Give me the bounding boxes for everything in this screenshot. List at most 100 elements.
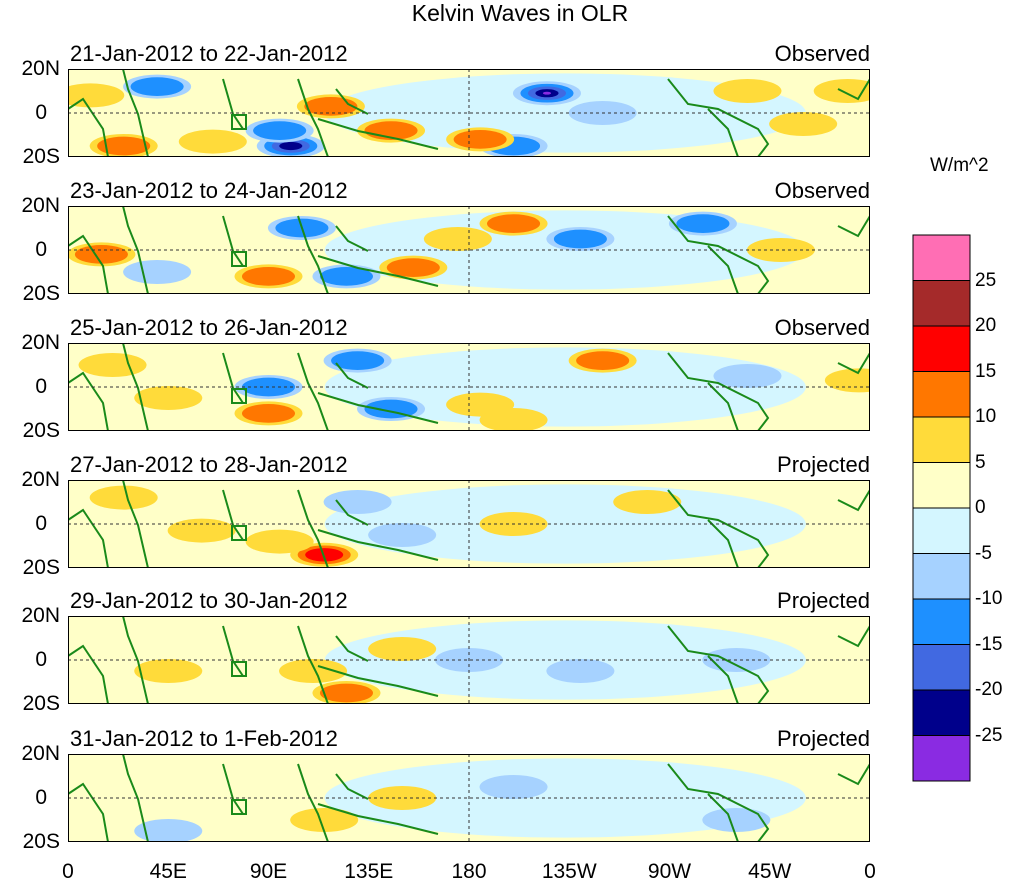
coastline bbox=[837, 625, 870, 648]
lat-label: 0 bbox=[35, 375, 47, 398]
panel-type: Observed bbox=[774, 41, 870, 66]
coastline bbox=[317, 665, 439, 697]
coastline bbox=[707, 382, 739, 431]
lat-label: 20S bbox=[22, 830, 60, 853]
coastline bbox=[707, 108, 739, 157]
colorbar-swatch bbox=[912, 325, 971, 372]
lon-label: 0 bbox=[864, 860, 876, 883]
anomaly-contour bbox=[253, 121, 307, 140]
coastline bbox=[122, 343, 149, 431]
coastline bbox=[122, 480, 149, 568]
colorbar-label: 15 bbox=[975, 360, 997, 382]
anomaly-contour bbox=[479, 408, 548, 431]
map-panel bbox=[68, 616, 870, 704]
lat-label: 0 bbox=[35, 238, 47, 261]
region-box bbox=[231, 251, 247, 267]
anomaly-contour bbox=[290, 808, 359, 832]
anomaly-contour bbox=[134, 819, 203, 842]
coastline bbox=[68, 508, 109, 568]
anomaly-contour bbox=[130, 77, 184, 96]
map-panel bbox=[68, 480, 870, 568]
anomaly-contour bbox=[487, 214, 541, 233]
map-panel bbox=[68, 69, 870, 157]
anomaly-contour bbox=[78, 353, 147, 377]
coastline bbox=[707, 519, 739, 568]
coastline bbox=[667, 763, 770, 842]
colorbar-swatch bbox=[912, 598, 971, 645]
coastline bbox=[317, 118, 439, 150]
panel-date-range: 29-Jan-2012 to 30-Jan-2012 bbox=[70, 588, 348, 613]
coastline bbox=[707, 245, 739, 294]
panel-type: Projected bbox=[777, 452, 870, 477]
coastline bbox=[707, 655, 739, 704]
lon-label: 90W bbox=[647, 860, 692, 883]
coastline bbox=[297, 763, 329, 842]
anomaly-contour bbox=[178, 129, 247, 154]
colorbar-label: 0 bbox=[975, 497, 986, 518]
anomaly-contour bbox=[546, 659, 615, 683]
anomaly-contour bbox=[319, 267, 373, 286]
region-box bbox=[231, 661, 247, 677]
lat-label: 0 bbox=[35, 786, 47, 809]
coastline bbox=[68, 371, 109, 431]
region-box bbox=[231, 799, 247, 815]
coastline bbox=[297, 625, 329, 704]
lat-label: 0 bbox=[35, 648, 47, 671]
anomaly-contour bbox=[134, 659, 203, 683]
map-panel bbox=[68, 343, 870, 431]
coastline bbox=[297, 215, 329, 294]
anomaly-contour bbox=[279, 659, 348, 683]
panel-date-range: 25-Jan-2012 to 26-Jan-2012 bbox=[70, 315, 348, 340]
coastline bbox=[122, 754, 149, 842]
lat-label: 20N bbox=[21, 468, 60, 491]
anomaly-contour bbox=[134, 386, 203, 410]
anomaly-contour bbox=[746, 238, 815, 262]
lat-label: 20N bbox=[21, 331, 60, 354]
lat-label: 20N bbox=[21, 194, 60, 217]
colorbar-swatch bbox=[912, 644, 971, 691]
coastline bbox=[667, 352, 770, 431]
anomaly-contour bbox=[713, 364, 782, 388]
map-panel bbox=[68, 206, 870, 294]
colorbar-units: W/m^2 bbox=[930, 155, 989, 176]
anomaly-contour bbox=[245, 529, 314, 554]
anomaly-region bbox=[324, 484, 806, 564]
coastline bbox=[297, 78, 329, 157]
lon-label: 135E bbox=[344, 860, 394, 883]
anomaly-contour bbox=[576, 351, 630, 370]
lon-label: 0 bbox=[62, 860, 74, 883]
colorbar-label: 10 bbox=[975, 406, 997, 427]
coastline bbox=[68, 97, 109, 157]
coastline bbox=[122, 206, 149, 294]
colorbar-label: -10 bbox=[975, 588, 1003, 609]
coastline bbox=[335, 499, 369, 526]
anomaly-contour bbox=[824, 368, 870, 393]
panel-type: Observed bbox=[774, 178, 870, 203]
anomaly-contour bbox=[702, 808, 771, 832]
anomaly-contour bbox=[304, 97, 358, 116]
coastline bbox=[317, 255, 439, 287]
anomaly-region bbox=[324, 73, 806, 153]
coastline bbox=[122, 69, 149, 157]
panel-date-range: 23-Jan-2012 to 24-Jan-2012 bbox=[70, 178, 348, 203]
coastline bbox=[335, 362, 369, 389]
anomaly-contour bbox=[319, 683, 373, 703]
colorbar-label: -5 bbox=[975, 542, 992, 564]
region-box bbox=[231, 525, 247, 541]
region-box bbox=[231, 388, 247, 404]
colorbar-swatch bbox=[912, 371, 971, 418]
coastline bbox=[837, 489, 870, 512]
coastline bbox=[837, 78, 870, 101]
anomaly-contour bbox=[368, 637, 437, 661]
lat-label: 0 bbox=[35, 512, 47, 535]
coastline bbox=[837, 352, 870, 375]
lon-label: 180 bbox=[451, 860, 487, 883]
coastline bbox=[68, 782, 109, 842]
lon-label: 90E bbox=[249, 860, 288, 883]
anomaly-contour bbox=[89, 485, 158, 510]
colorbar-swatch bbox=[912, 416, 971, 463]
anomaly-contour bbox=[542, 91, 552, 95]
region-box bbox=[231, 114, 247, 130]
colorbar-label: 25 bbox=[975, 269, 997, 291]
lat-label: 20N bbox=[21, 57, 60, 80]
